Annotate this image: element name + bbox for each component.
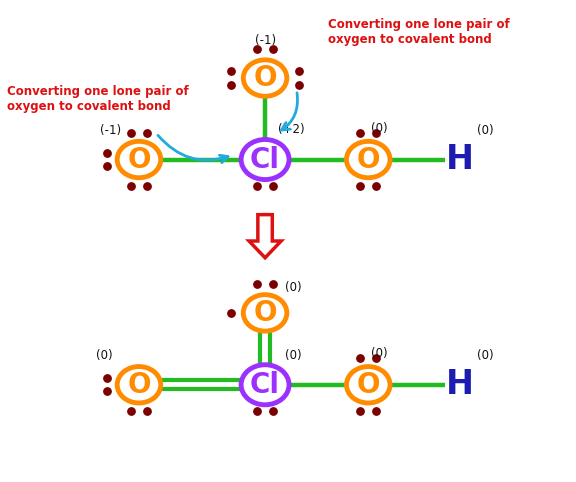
Point <box>295 67 304 75</box>
Text: Converting one lone pair of
oxygen to covalent bond: Converting one lone pair of oxygen to co… <box>328 18 510 46</box>
Polygon shape <box>249 214 281 258</box>
Point <box>355 355 365 362</box>
Point <box>226 81 235 89</box>
Point <box>268 45 278 53</box>
Text: O: O <box>357 146 380 174</box>
Point <box>142 182 151 190</box>
Point <box>103 388 112 395</box>
Point <box>355 129 365 137</box>
Point <box>355 407 365 415</box>
Point <box>372 355 381 362</box>
Point <box>126 129 135 137</box>
Point <box>252 45 262 53</box>
Text: (0): (0) <box>372 121 388 134</box>
Text: (0): (0) <box>286 281 302 294</box>
Text: Cl: Cl <box>250 371 280 399</box>
Point <box>295 81 304 89</box>
Text: (0): (0) <box>96 349 113 362</box>
Point <box>226 309 236 317</box>
Point <box>103 149 112 157</box>
Text: Cl: Cl <box>250 146 280 174</box>
Text: H: H <box>446 368 474 402</box>
Point <box>142 407 151 415</box>
Point <box>372 407 381 415</box>
Point <box>372 182 381 190</box>
Text: (-1): (-1) <box>100 123 121 136</box>
Point <box>126 407 135 415</box>
Text: Converting one lone pair of
oxygen to covalent bond: Converting one lone pair of oxygen to co… <box>7 85 189 113</box>
Text: O: O <box>357 371 380 399</box>
Text: O: O <box>127 146 151 174</box>
Point <box>252 182 262 190</box>
Point <box>226 67 235 75</box>
Point <box>126 182 135 190</box>
Point <box>103 374 112 382</box>
Point <box>372 129 381 137</box>
Text: (-1): (-1) <box>255 34 276 47</box>
Point <box>252 280 262 288</box>
Text: O: O <box>127 371 151 399</box>
Point <box>103 162 112 170</box>
Point <box>268 182 278 190</box>
Text: (0): (0) <box>478 349 494 362</box>
Text: (0): (0) <box>286 349 302 362</box>
Text: (0): (0) <box>372 347 388 360</box>
Point <box>355 182 365 190</box>
Text: H: H <box>446 143 474 176</box>
Point <box>268 407 278 415</box>
Text: (0): (0) <box>478 123 494 136</box>
Text: (+2): (+2) <box>278 122 304 135</box>
Point <box>268 280 278 288</box>
Text: O: O <box>253 299 277 327</box>
Point <box>142 129 151 137</box>
Point <box>252 407 262 415</box>
Text: O: O <box>253 64 277 92</box>
